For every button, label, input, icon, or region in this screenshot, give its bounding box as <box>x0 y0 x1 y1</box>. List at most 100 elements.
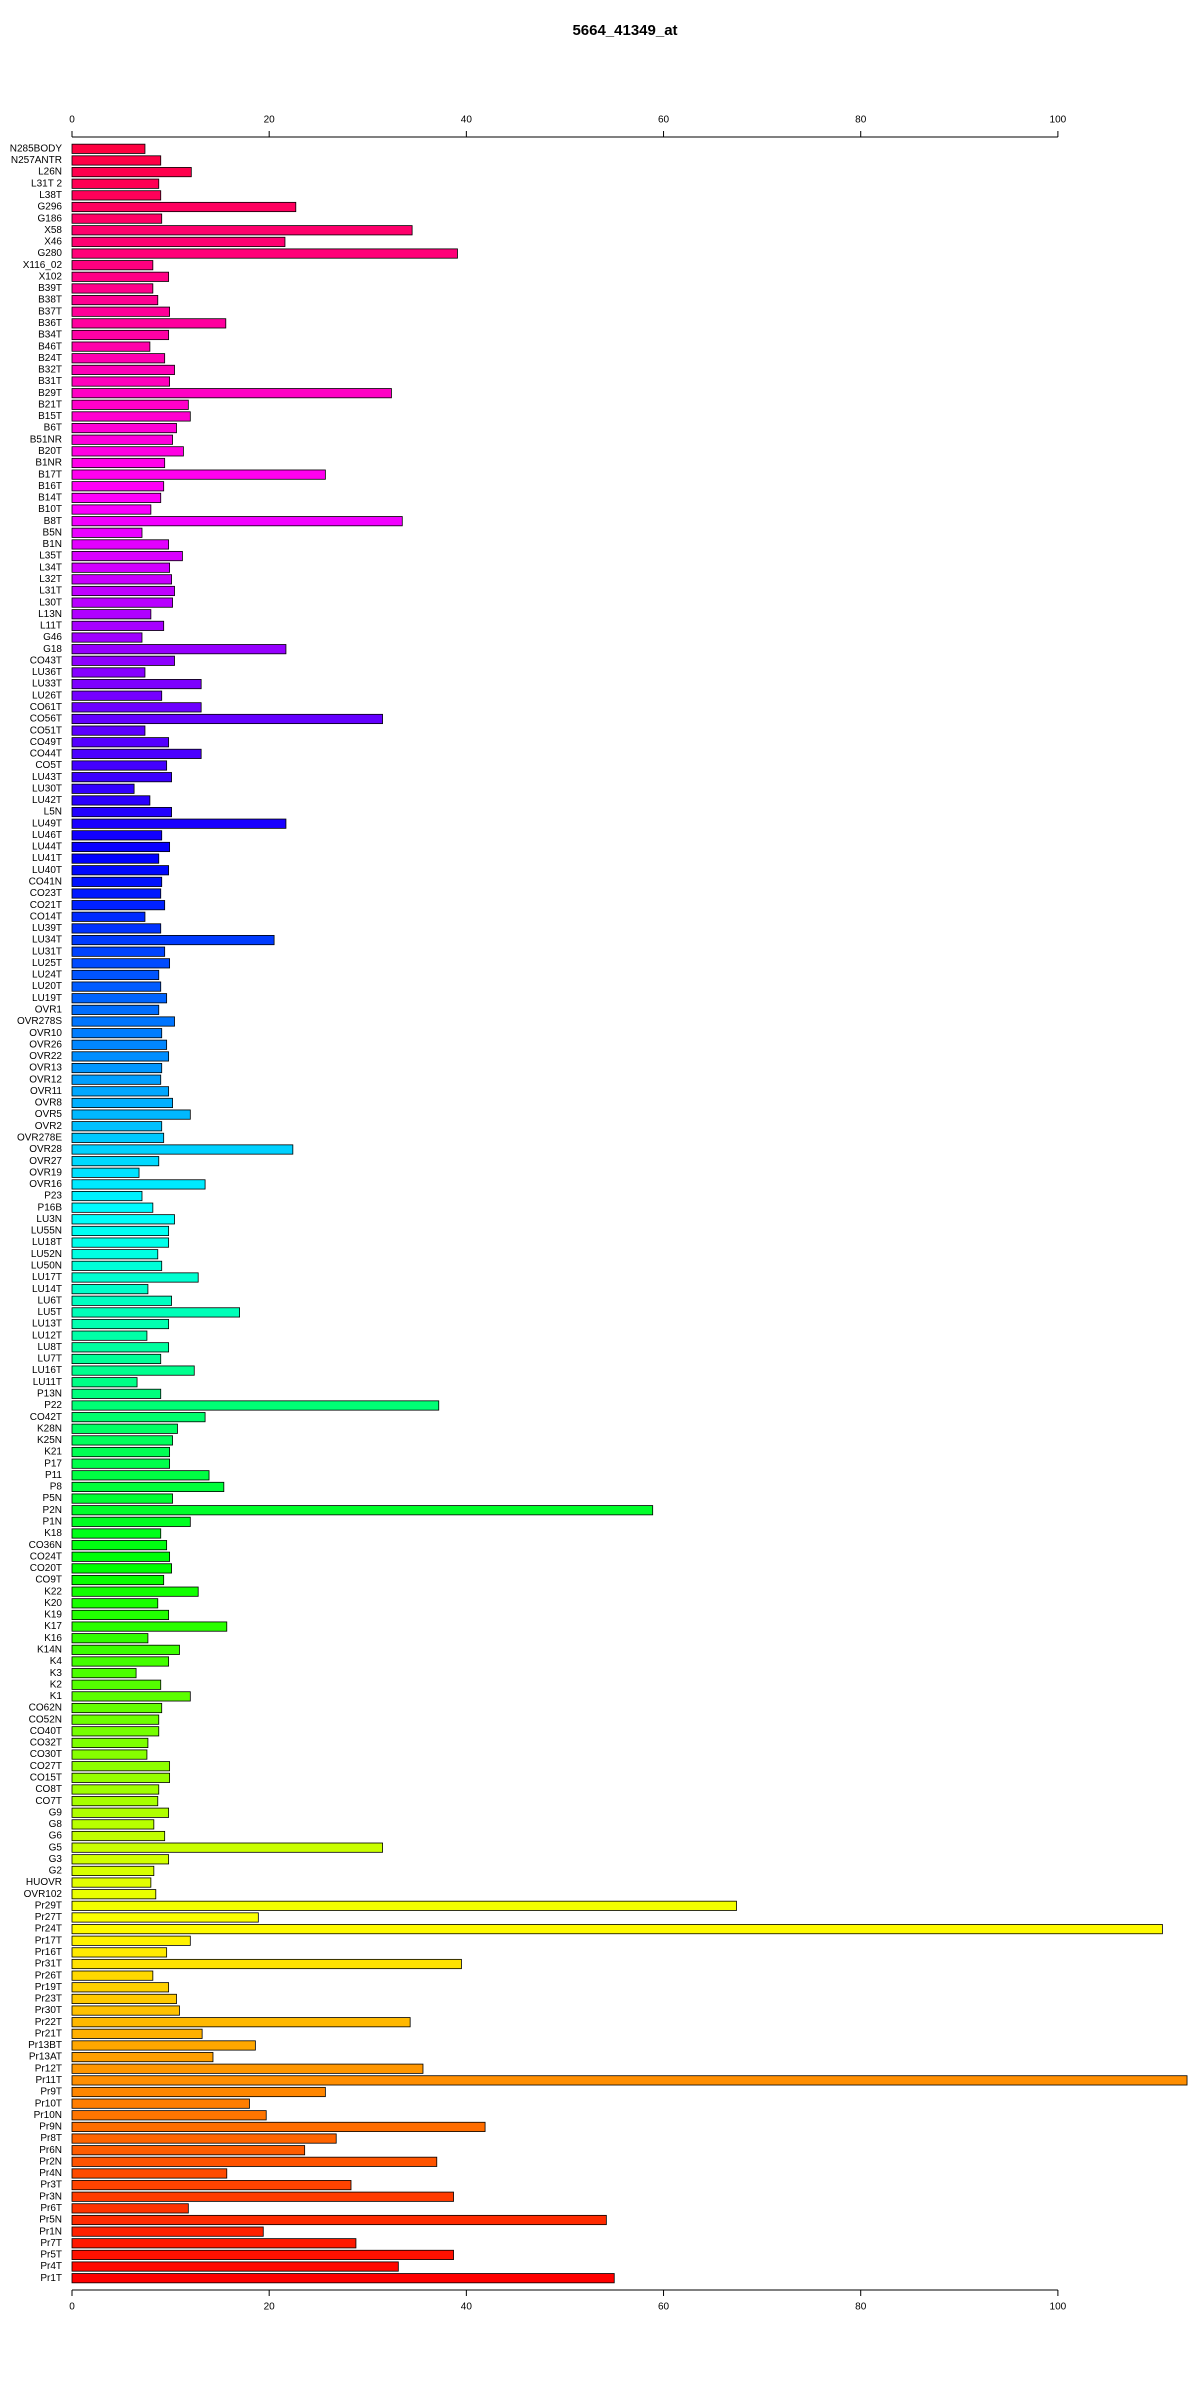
bar <box>71 1249 159 1260</box>
bar <box>71 504 152 515</box>
bar <box>71 260 154 271</box>
bar <box>71 911 146 922</box>
bar <box>71 1470 210 1481</box>
y-tick-label: L35T <box>39 551 62 562</box>
y-tick-label: P1N <box>43 1516 62 1527</box>
y-tick-label: G296 <box>38 202 63 213</box>
y-tick-label: CO49T <box>30 737 62 748</box>
bar <box>71 830 163 841</box>
bar <box>71 1016 175 1027</box>
bar <box>71 1190 143 1202</box>
y-tick-label: LU52N <box>31 1249 62 1260</box>
bar <box>71 2249 454 2260</box>
bar <box>71 853 160 864</box>
y-tick-label: P13N <box>37 1388 62 1399</box>
y-tick-label: CO43T <box>30 655 62 666</box>
bar <box>71 1295 172 1306</box>
bar <box>71 2075 1188 2086</box>
bar <box>71 434 173 445</box>
x-tick-label: 0 <box>69 2302 75 2313</box>
bar <box>71 1644 180 1655</box>
y-tick-label: X46 <box>44 237 62 248</box>
bar <box>71 271 170 282</box>
y-tick-label: LU19T <box>32 993 62 1004</box>
y-tick-label: B15T <box>38 411 62 422</box>
y-tick-label: L30T <box>39 597 62 608</box>
bar <box>71 527 143 538</box>
y-tick-label: B21T <box>38 399 62 410</box>
bar <box>71 2028 203 2039</box>
bar <box>71 1156 160 1167</box>
bar <box>71 399 189 410</box>
y-tick-label: N285BODY <box>10 143 63 154</box>
y-tick-label: LU50N <box>31 1261 62 1272</box>
bar <box>71 1365 195 1376</box>
y-tick-label: Pr17T <box>35 1935 62 1946</box>
y-tick-label: B17T <box>38 469 62 480</box>
bar <box>71 1004 160 1015</box>
y-tick-label: Pr12T <box>35 2063 62 2074</box>
y-tick-label: Pr26T <box>35 1970 62 1981</box>
bar <box>71 2005 180 2016</box>
bar <box>71 190 162 201</box>
y-tick-label: Pr21T <box>35 2028 62 2039</box>
y-tick-label: K14N <box>37 1644 62 1655</box>
bar <box>71 295 159 306</box>
bar <box>71 213 163 224</box>
bar <box>71 667 146 678</box>
y-tick-label: LU6T <box>38 1295 62 1306</box>
bar <box>71 1761 171 1772</box>
y-tick-label: B16T <box>38 481 62 492</box>
bar <box>71 1109 191 1120</box>
y-tick-label: P22 <box>44 1400 62 1411</box>
y-tick-label: CO41N <box>29 877 62 888</box>
y-tick-label: B20T <box>38 446 62 457</box>
y-tick-label: OVR11 <box>30 1086 62 1097</box>
y-tick-label: B46T <box>38 341 62 352</box>
bar <box>71 388 392 399</box>
y-tick-label: OVR26 <box>29 1039 62 1050</box>
y-tick-label: CO62N <box>29 1703 62 1714</box>
y-tick-label: P17 <box>44 1458 62 1469</box>
y-tick-label: K17 <box>44 1621 62 1632</box>
bar <box>71 178 160 189</box>
bar <box>71 690 163 701</box>
y-tick-label: CO8T <box>35 1784 62 1795</box>
y-tick-label: LU36T <box>32 667 62 678</box>
y-tick-label: G6 <box>49 1831 63 1842</box>
y-tick-label: LU5T <box>38 1307 62 1318</box>
bar <box>71 1039 168 1050</box>
bar <box>71 1912 259 1923</box>
y-tick-label: K2 <box>50 1679 63 1690</box>
bar <box>71 469 326 480</box>
y-tick-label: OVR10 <box>29 1028 62 1039</box>
bar <box>71 620 165 631</box>
bar <box>71 2110 267 2121</box>
bar <box>71 2168 228 2179</box>
bar <box>71 2017 411 2028</box>
bar <box>71 1749 148 1760</box>
bar <box>71 1528 162 1539</box>
y-tick-label: B38T <box>38 295 62 306</box>
y-tick-label: B6T <box>44 423 62 434</box>
bar <box>71 1505 654 1516</box>
bar <box>71 1318 170 1330</box>
x-tick-label: 100 <box>1050 115 1067 126</box>
bar <box>71 2180 352 2191</box>
bar <box>71 1412 206 1423</box>
bar <box>71 958 171 969</box>
y-tick-label: LU18T <box>32 1237 62 1248</box>
y-tick-label: CO24T <box>30 1551 62 1562</box>
y-tick-label: Pr16T <box>35 1947 62 1958</box>
y-tick-label: LU43T <box>32 772 62 783</box>
bar <box>71 167 192 178</box>
x-tick-label: 80 <box>855 115 867 126</box>
bar <box>71 783 135 794</box>
y-tick-label: Pr1N <box>39 2226 62 2237</box>
bar <box>71 423 177 434</box>
bar <box>71 2273 615 2284</box>
y-tick-label: Pr27T <box>35 1912 62 1923</box>
y-tick-label: X58 <box>44 225 62 236</box>
y-tick-label: G46 <box>43 632 62 643</box>
y-tick-label: B29T <box>38 388 62 399</box>
